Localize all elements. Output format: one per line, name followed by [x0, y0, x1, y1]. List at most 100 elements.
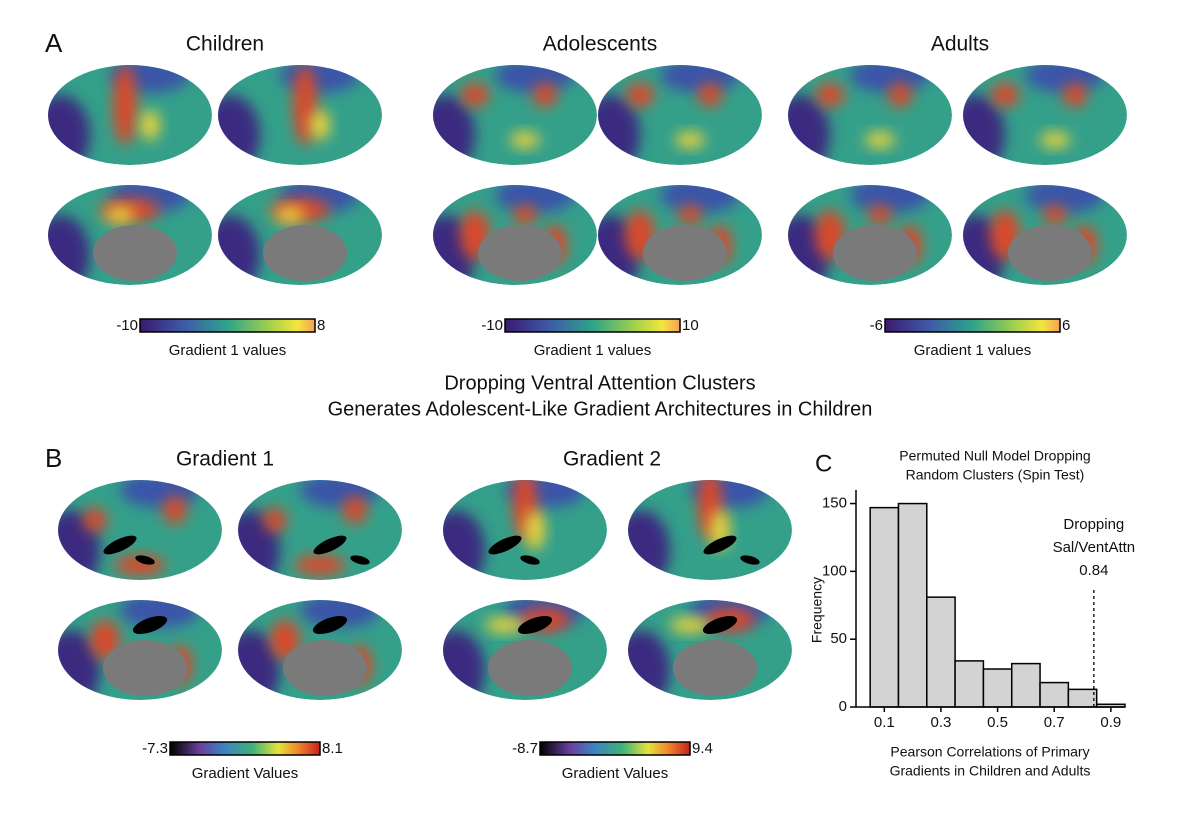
region — [816, 83, 844, 107]
region — [510, 132, 540, 148]
colorbar-max: 8.1 — [322, 740, 343, 757]
medial-wall — [478, 225, 562, 281]
brain — [218, 65, 382, 165]
colorbar-min: -10 — [116, 317, 138, 334]
colorbar-min: -7.3 — [142, 740, 168, 757]
region — [310, 110, 330, 140]
x-tick-label: 0.7 — [1044, 714, 1065, 731]
medial-wall — [833, 225, 917, 281]
brain-surface — [963, 65, 1127, 165]
bar — [1010, 662, 1041, 708]
panel-letter: B — [45, 443, 62, 473]
brain-surface — [238, 480, 402, 580]
dropped-cluster — [703, 535, 737, 555]
region — [660, 65, 740, 93]
region — [963, 95, 1005, 165]
x-axis-label: Pearson Correlations of Primary — [890, 744, 1089, 760]
brain-surface — [443, 480, 607, 580]
dropped-cluster — [132, 615, 168, 635]
region — [678, 205, 702, 225]
dropped-cluster — [702, 615, 738, 635]
brain — [788, 65, 952, 165]
group-title: Adolescents — [543, 33, 657, 56]
medial-wall — [643, 225, 727, 281]
dropped-cluster — [103, 535, 137, 555]
region — [48, 215, 90, 285]
region — [1063, 83, 1087, 107]
brain-surface — [788, 65, 952, 165]
region — [1025, 65, 1105, 93]
bar — [869, 506, 900, 708]
colorbar-label: Gradient Values — [192, 765, 298, 782]
medial-wall — [1008, 225, 1092, 281]
colorbar-max: 10 — [682, 317, 699, 334]
region — [495, 185, 575, 213]
dropped-cluster — [740, 555, 760, 565]
colorbar-min: -10 — [481, 317, 503, 334]
brain — [48, 185, 212, 285]
region — [280, 65, 360, 93]
panel-letter: A — [45, 28, 63, 58]
chart-title: Permuted Null Model Dropping — [899, 448, 1090, 464]
region — [675, 132, 705, 148]
region — [485, 617, 525, 633]
y-axis-label: Frequency — [809, 577, 825, 643]
colorbar-max: 6 — [1062, 317, 1070, 334]
group-title: Gradient 2 — [563, 448, 661, 471]
colorbar — [884, 318, 1061, 333]
brain-surface — [433, 65, 597, 165]
x-tick-label: 0.5 — [987, 714, 1008, 731]
region — [1040, 132, 1070, 148]
brain — [443, 600, 607, 700]
region — [443, 510, 485, 580]
colorbar-label: Gradient 1 values — [169, 342, 287, 359]
panel-letter: C — [815, 450, 832, 477]
group-title: Gradient 1 — [176, 448, 274, 471]
medial-wall — [488, 640, 572, 696]
medial-wall — [263, 225, 347, 281]
region — [275, 207, 305, 223]
brain — [238, 480, 402, 580]
y-tick-label: 0 — [839, 698, 847, 715]
brain — [963, 185, 1127, 285]
brain — [963, 65, 1127, 165]
brain — [58, 480, 222, 580]
dropped-cluster — [488, 535, 522, 555]
medial-wall — [93, 225, 177, 281]
x-tick-label: 0.1 — [874, 714, 895, 731]
dropped-cluster — [350, 555, 370, 565]
region — [850, 185, 930, 213]
region — [865, 132, 895, 148]
brain-surface — [48, 65, 212, 165]
region — [270, 620, 300, 660]
middle-title: Dropping Ventral Attention Clusters — [444, 372, 755, 394]
brain — [788, 185, 952, 285]
dropped-cluster — [313, 535, 347, 555]
region — [295, 555, 345, 575]
brain — [628, 480, 792, 580]
brain — [598, 65, 762, 165]
colorbar — [169, 741, 321, 756]
medial-wall — [283, 640, 367, 696]
dropped-cluster — [312, 615, 348, 635]
medial-wall — [103, 640, 187, 696]
region — [1043, 205, 1067, 225]
bar — [1067, 688, 1098, 708]
region — [433, 95, 475, 165]
colorbar — [539, 741, 691, 756]
x-tick-label: 0.3 — [931, 714, 952, 731]
region — [991, 83, 1019, 107]
brain — [433, 185, 597, 285]
colorbar-min: -8.7 — [512, 740, 538, 757]
region — [461, 83, 489, 107]
region — [525, 510, 545, 550]
brain-surface — [218, 65, 382, 165]
region — [120, 480, 200, 508]
dropped-cluster — [517, 615, 553, 635]
region — [83, 508, 107, 532]
annotation-value: 0.84 — [1079, 562, 1108, 579]
colorbar-max: 9.4 — [692, 740, 713, 757]
brain — [58, 600, 222, 700]
region — [105, 207, 135, 223]
